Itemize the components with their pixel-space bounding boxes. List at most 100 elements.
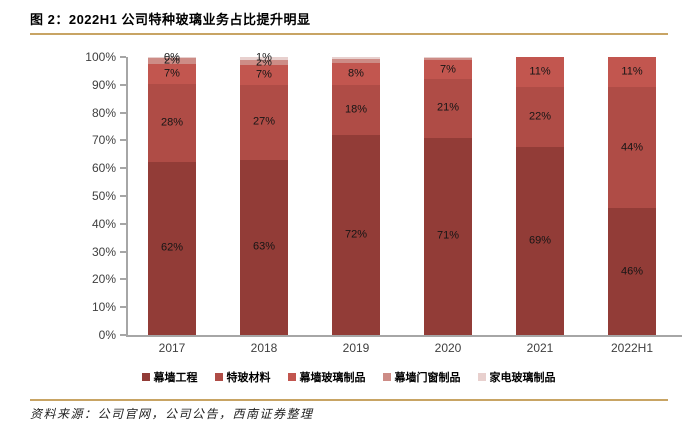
- legend-item-幕墙工程: 幕墙工程: [141, 369, 198, 385]
- data-label: 46%: [620, 265, 644, 278]
- y-tick-mark: [120, 56, 126, 58]
- legend-swatch-icon: [141, 373, 150, 381]
- segment-幕墙工程: 72%: [332, 134, 380, 335]
- segment-幕墙玻璃制品: 11%: [516, 57, 564, 87]
- y-tick-label: 40%: [91, 216, 116, 231]
- y-tick-label: 0%: [98, 328, 116, 342]
- legend-swatch-icon: [287, 373, 296, 381]
- segment-幕墙工程: 62%: [148, 161, 196, 335]
- data-label: 11%: [529, 65, 551, 78]
- legend-label: 家电玻璃制品: [489, 372, 556, 384]
- segment-幕墙玻璃制品: 7%: [424, 59, 472, 80]
- stacked-bar-2017: 62% 28% 7% 2% 0%: [148, 52, 196, 335]
- data-label: 7%: [164, 67, 180, 80]
- segment-特玻材料: 44%: [608, 87, 656, 209]
- x-tick-label: 2018: [250, 341, 278, 355]
- segment-特玻材料: 18%: [332, 84, 380, 135]
- segment-特玻材料: 22%: [516, 87, 564, 147]
- stacked-bar-2019: 72% 18% 8%: [332, 57, 380, 335]
- bar-slot-2020: 71% 21% 7%: [402, 57, 494, 335]
- data-label: 2%: [164, 54, 180, 67]
- legend-label: 特玻材料: [226, 372, 271, 384]
- legend-label: 幕墙玻璃制品: [299, 372, 366, 384]
- y-axis: 0% 10% 20% 30% 40% 50% 60% 70% 80% 90% 100%: [56, 50, 126, 342]
- data-label: 27%: [252, 115, 276, 128]
- data-label: 7%: [256, 68, 272, 81]
- segment-家电玻璃制品: 1%: [240, 52, 288, 63]
- segment-特玻材料: 21%: [424, 79, 472, 138]
- segment-家电玻璃制品: [332, 57, 380, 59]
- y-tick-label: 80%: [91, 105, 116, 120]
- data-label: 72%: [344, 228, 368, 241]
- plot-area: 62% 28% 7% 2% 0% 63% 27% 7% 2% 1% 72% 18% 8% 71% 21% 7%…: [120, 52, 682, 337]
- legend-item-幕墙门窗制品: 幕墙门窗制品: [382, 369, 461, 385]
- y-tick-label: 70%: [91, 133, 116, 148]
- y-tick-mark: [120, 111, 126, 114]
- x-tick-label: 2020: [434, 341, 462, 355]
- y-tick-label: 60%: [91, 161, 116, 176]
- stacked-bar-2018: 63% 27% 7% 2% 1%: [240, 52, 288, 335]
- stacked-bar-2020: 71% 21% 7%: [424, 57, 472, 335]
- y-tick-mark: [120, 139, 126, 142]
- data-label: 8%: [348, 67, 364, 80]
- data-label: 7%: [440, 63, 456, 76]
- segment-幕墙玻璃制品: 11%: [608, 57, 656, 88]
- x-axis-line: [126, 335, 682, 337]
- y-tick-label: 30%: [91, 244, 116, 259]
- y-tick-mark: [120, 306, 126, 309]
- y-tick-label: 90%: [91, 77, 116, 92]
- x-axis-labels: 2017 2018 2019 2020 2021 2022H1: [126, 341, 678, 355]
- bottom-divider: [30, 399, 668, 401]
- top-divider: [30, 33, 668, 35]
- x-tick-label: 2022H1: [610, 341, 654, 355]
- segment-家电玻璃制品: [424, 57, 472, 58]
- y-tick-label: 50%: [91, 189, 116, 203]
- y-tick-mark: [120, 222, 126, 225]
- y-tick-mark: [120, 250, 126, 253]
- y-tick-mark: [120, 167, 126, 170]
- y-tick-mark: [120, 334, 126, 336]
- segment-幕墙门窗制品: [332, 58, 380, 63]
- data-label: 62%: [160, 241, 184, 254]
- legend-swatch-icon: [477, 373, 486, 381]
- segment-幕墙玻璃制品: 7%: [148, 64, 196, 84]
- y-tick-mark: [120, 83, 126, 86]
- y-tick-mark: [120, 278, 126, 281]
- data-label: 22%: [528, 110, 552, 123]
- legend-label: 幕墙工程: [153, 372, 198, 384]
- figure-title: 图 2：2022H1 公司特种玻璃业务占比提升明显: [30, 12, 311, 27]
- segment-特玻材料: 27%: [240, 84, 288, 160]
- segment-幕墙玻璃制品: 8%: [332, 62, 380, 85]
- data-label: 0%: [164, 51, 180, 64]
- data-label: 28%: [160, 116, 184, 129]
- y-tick-label: 10%: [91, 300, 116, 315]
- segment-幕墙工程: 69%: [516, 146, 564, 335]
- y-tick-label: 20%: [91, 272, 116, 287]
- legend-item-家电玻璃制品: 家电玻璃制品: [477, 369, 556, 385]
- segment-幕墙门窗制品: 2%: [240, 57, 288, 68]
- segment-幕墙工程: 46%: [608, 208, 656, 335]
- y-tick-label: 100%: [85, 50, 116, 64]
- data-label: 18%: [344, 103, 368, 116]
- chart: 0% 10% 20% 30% 40% 50% 60% 70% 80% 90% 100% 62% 28%…: [56, 50, 682, 342]
- legend-swatch-icon: [214, 373, 223, 381]
- bar-slot-2018: 63% 27% 7% 2% 1%: [218, 52, 310, 335]
- data-label: 69%: [528, 234, 552, 247]
- bar-slot-2017: 62% 28% 7% 2% 0%: [126, 52, 218, 335]
- stacked-bar-2022H1: 46% 44% 11%: [608, 57, 656, 335]
- legend-label: 幕墙门窗制品: [394, 372, 461, 384]
- segment-家电玻璃制品: 0%: [148, 52, 196, 63]
- legend-swatch-icon: [382, 373, 391, 381]
- x-tick-label: 2021: [526, 341, 554, 355]
- data-label: 63%: [252, 240, 276, 253]
- legend-item-幕墙玻璃制品: 幕墙玻璃制品: [287, 369, 366, 385]
- chart-legend: 幕墙工程 特玻材料 幕墙玻璃制品 幕墙门窗制品 家电玻璃制品: [0, 369, 697, 385]
- source-note: 资料来源：公司官网，公司公告，西南证券整理: [30, 407, 314, 421]
- y-tick-mark: [120, 195, 126, 197]
- x-tick-label: 2019: [342, 341, 370, 355]
- segment-特玻材料: 28%: [148, 83, 196, 162]
- segment-幕墙玻璃制品: 7%: [240, 65, 288, 85]
- y-axis-line: [126, 57, 128, 337]
- data-label: 1%: [256, 51, 272, 64]
- data-label: 21%: [436, 101, 460, 114]
